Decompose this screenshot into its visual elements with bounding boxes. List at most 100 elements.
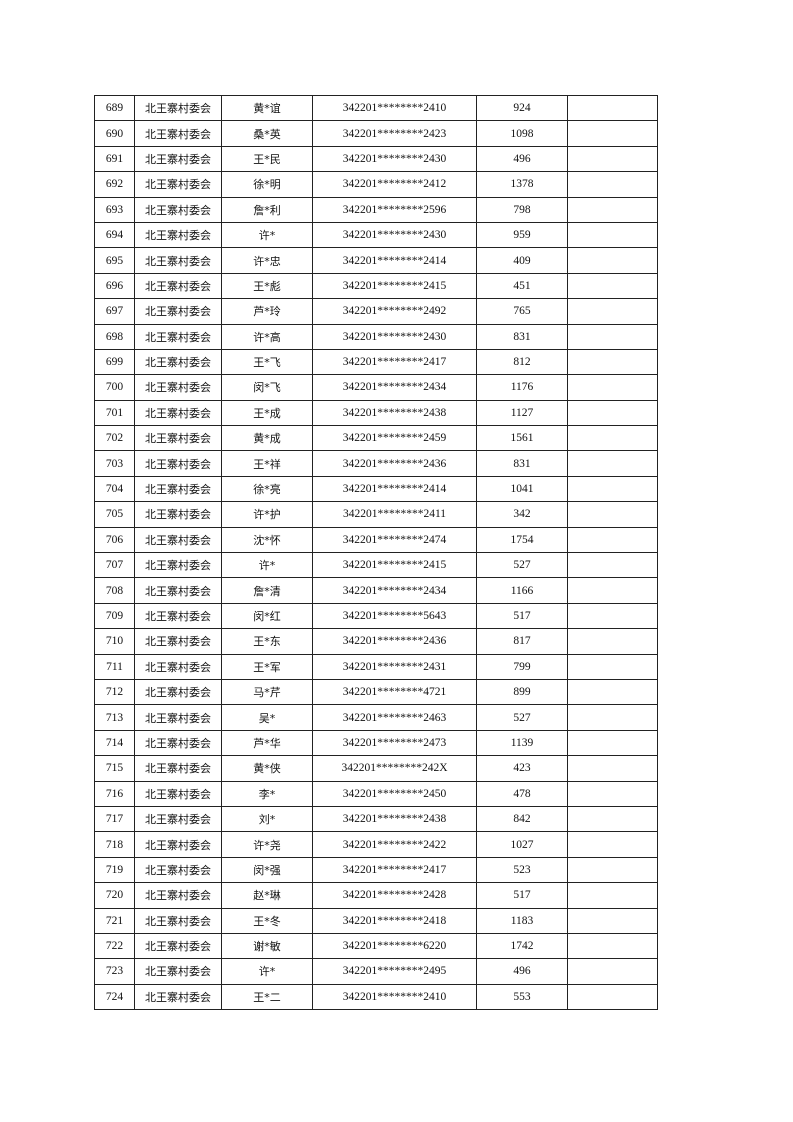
id-cell: 342201********2463 — [312, 704, 477, 731]
amount-cell: 1742 — [476, 932, 568, 960]
remark-cell — [567, 805, 658, 833]
village-cell: 北王寨村委会 — [134, 932, 222, 960]
amount-cell: 959 — [476, 221, 568, 249]
id-cell: 342201********2436 — [312, 450, 477, 477]
remark-cell — [567, 577, 658, 604]
table-row: 701 北王寨村委会 王*成 342201********2438 1127 — [94, 399, 658, 427]
no-cell: 712 — [94, 678, 135, 706]
amount-cell: 765 — [476, 298, 568, 325]
table-row: 708 北王寨村委会 詹*清 342201********2434 1166 — [94, 577, 658, 604]
no-cell: 722 — [94, 932, 135, 960]
village-cell: 北王寨村委会 — [134, 577, 222, 604]
id-cell: 342201********2410 — [312, 94, 477, 122]
amount-cell: 1166 — [476, 577, 568, 604]
table-row: 707 北王寨村委会 许* 342201********2415 527 — [94, 552, 658, 579]
remark-cell — [567, 221, 658, 249]
amount-cell: 496 — [476, 145, 568, 173]
remark-cell — [567, 755, 658, 782]
remark-cell — [567, 932, 658, 960]
no-cell: 692 — [94, 171, 135, 198]
no-cell: 719 — [94, 856, 135, 884]
id-cell: 342201********2436 — [312, 628, 477, 655]
amount-cell: 812 — [476, 348, 568, 376]
amount-cell: 842 — [476, 805, 568, 833]
name-cell: 许*高 — [221, 323, 313, 350]
amount-cell: 496 — [476, 958, 568, 985]
id-cell: 342201********2412 — [312, 171, 477, 198]
village-cell: 北王寨村委会 — [134, 678, 222, 706]
amount-cell: 798 — [476, 196, 568, 223]
amount-cell: 1098 — [476, 120, 568, 147]
name-cell: 芦*玲 — [221, 298, 313, 325]
no-cell: 697 — [94, 298, 135, 325]
amount-cell: 1183 — [476, 907, 568, 934]
no-cell: 706 — [94, 526, 135, 554]
name-cell: 许* — [221, 958, 313, 985]
remark-cell — [567, 856, 658, 884]
no-cell: 707 — [94, 552, 135, 579]
village-cell: 北王寨村委会 — [134, 221, 222, 249]
village-cell: 北王寨村委会 — [134, 94, 222, 122]
remark-cell — [567, 272, 658, 300]
table-row: 698 北王寨村委会 许*高 342201********2430 831 — [94, 323, 658, 350]
id-cell: 342201********5643 — [312, 602, 477, 630]
remark-cell — [567, 704, 658, 731]
table-row: 721 北王寨村委会 王*冬 342201********2418 1183 — [94, 907, 658, 934]
name-cell: 闵*强 — [221, 856, 313, 884]
id-cell: 342201********2414 — [312, 247, 477, 274]
id-cell: 342201********2434 — [312, 577, 477, 604]
table-row: 700 北王寨村委会 闵*飞 342201********2434 1176 — [94, 374, 658, 401]
name-cell: 王*军 — [221, 653, 313, 680]
village-cell: 北王寨村委会 — [134, 983, 222, 1011]
village-cell: 北王寨村委会 — [134, 704, 222, 731]
no-cell: 710 — [94, 628, 135, 655]
village-cell: 北王寨村委会 — [134, 958, 222, 985]
village-cell: 北王寨村委会 — [134, 882, 222, 909]
table-row: 691 北王寨村委会 王*民 342201********2430 496 — [94, 145, 658, 173]
no-cell: 713 — [94, 704, 135, 731]
id-cell: 342201********2430 — [312, 221, 477, 249]
amount-cell: 799 — [476, 653, 568, 680]
remark-cell — [567, 348, 658, 376]
table-row: 703 北王寨村委会 王*祥 342201********2436 831 — [94, 450, 658, 477]
name-cell: 王*彪 — [221, 272, 313, 300]
name-cell: 沈*怀 — [221, 526, 313, 554]
table-row: 710 北王寨村委会 王*东 342201********2436 817 — [94, 628, 658, 655]
no-cell: 705 — [94, 501, 135, 528]
id-cell: 342201********2474 — [312, 526, 477, 554]
no-cell: 700 — [94, 374, 135, 401]
remark-cell — [567, 882, 658, 909]
remark-cell — [567, 831, 658, 858]
village-cell: 北王寨村委会 — [134, 145, 222, 173]
amount-cell: 831 — [476, 323, 568, 350]
remark-cell — [567, 983, 658, 1011]
village-cell: 北王寨村委会 — [134, 856, 222, 884]
no-cell: 689 — [94, 94, 135, 122]
amount-cell: 451 — [476, 272, 568, 300]
village-cell: 北王寨村委会 — [134, 120, 222, 147]
name-cell: 黄*侠 — [221, 755, 313, 782]
village-cell: 北王寨村委会 — [134, 831, 222, 858]
id-cell: 342201********2410 — [312, 983, 477, 1011]
amount-cell: 1027 — [476, 831, 568, 858]
no-cell: 716 — [94, 780, 135, 807]
remark-cell — [567, 780, 658, 807]
table-row: 712 北王寨村委会 马*芹 342201********4721 899 — [94, 678, 658, 706]
name-cell: 芦*华 — [221, 729, 313, 757]
name-cell: 徐*亮 — [221, 475, 313, 503]
table-row: 694 北王寨村委会 许* 342201********2430 959 — [94, 221, 658, 249]
name-cell: 王*飞 — [221, 348, 313, 376]
amount-cell: 553 — [476, 983, 568, 1011]
village-cell: 北王寨村委会 — [134, 425, 222, 452]
name-cell: 王*东 — [221, 628, 313, 655]
id-cell: 342201********2492 — [312, 298, 477, 325]
name-cell: 谢*敏 — [221, 932, 313, 960]
amount-cell: 523 — [476, 856, 568, 884]
table-row: 709 北王寨村委会 闵*红 342201********5643 517 — [94, 602, 658, 630]
remark-cell — [567, 501, 658, 528]
remark-cell — [567, 678, 658, 706]
village-cell: 北王寨村委会 — [134, 196, 222, 223]
amount-cell: 1561 — [476, 425, 568, 452]
table-row: 717 北王寨村委会 刘* 342201********2438 842 — [94, 805, 658, 833]
remark-cell — [567, 552, 658, 579]
